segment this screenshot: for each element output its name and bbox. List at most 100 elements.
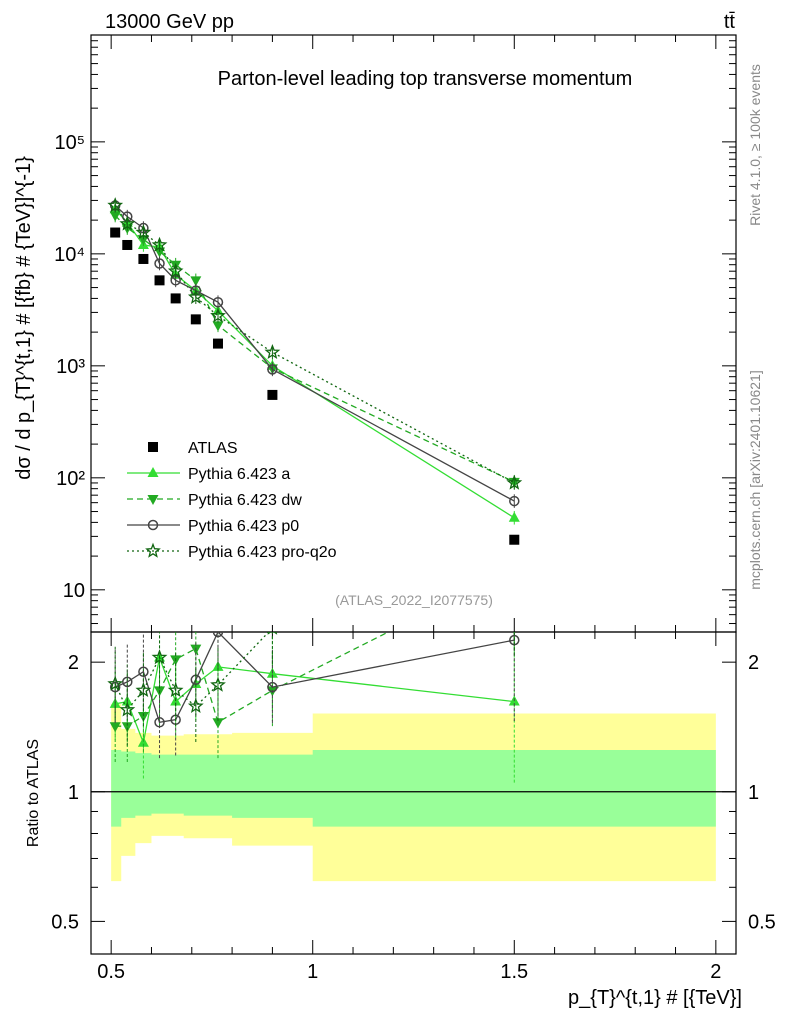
ratio-point [508, 568, 520, 580]
ratio-series-group [107, 565, 520, 784]
legend-entry: Pythia 6.423 p0 [127, 518, 299, 535]
x-tick-label: 1 [307, 961, 318, 983]
data-point [508, 511, 520, 522]
main-series-group [107, 197, 523, 545]
legend-label: ATLAS [188, 440, 238, 457]
series-line [114, 205, 515, 484]
data-point [154, 258, 165, 269]
x-tick-label: 2 [710, 961, 721, 983]
data-point [267, 389, 278, 400]
x-axis-label: p_{T}^{t,1} # [{TeV}] [568, 987, 742, 1009]
ratio-point [212, 718, 224, 729]
legend-marker [145, 542, 161, 558]
ratio-y-tick-label: 2 [68, 652, 79, 674]
data-point [151, 236, 168, 252]
ratio-series-pythia-6-423-pro-q2o [107, 568, 520, 748]
ratio-line [114, 632, 270, 712]
ratio-point [121, 722, 133, 733]
ratio-y-tick-label-right: 1 [748, 782, 759, 804]
data-point [119, 215, 136, 231]
series-line [114, 215, 515, 483]
main-y-tick-label: 10² [56, 468, 85, 490]
main-y-tick-label: 10⁴ [54, 244, 85, 266]
ratio-point [210, 676, 226, 692]
mcplots-label: mcplots.cern.ch [arXiv:2401.10621] [747, 370, 763, 589]
series-pythia-6-423-pro-q2o [107, 197, 523, 490]
main-y-tick-label: 10³ [56, 356, 85, 378]
chart-title: Parton-level leading top transverse mome… [218, 68, 633, 90]
ratio-point [509, 565, 520, 575]
data-point [167, 262, 184, 278]
data-point [138, 253, 149, 264]
legend-marker [148, 442, 158, 452]
ratio-point [267, 681, 278, 693]
data-point [212, 296, 224, 308]
series-pythia-6-423-a [109, 202, 520, 525]
data-point [190, 276, 202, 287]
watermark-label: (ATLAS_2022_I2077575) [335, 592, 493, 608]
ratio-point [154, 717, 165, 728]
main-axes: 10 10² 10³ 10⁴ 10⁵ [54, 34, 736, 954]
data-point [506, 474, 523, 490]
legend-marker [147, 467, 159, 477]
main-panel-frame [90, 34, 737, 633]
ratio-bands [91, 703, 736, 882]
x-tick-label: 1.5 [500, 961, 528, 983]
series-line [114, 208, 515, 519]
process-label: tt̄ [724, 11, 736, 33]
data-point [212, 321, 224, 332]
ratio-y-tick-label: 0.5 [51, 911, 79, 933]
data-point [212, 338, 223, 349]
data-point [107, 197, 124, 213]
ratio-point [151, 649, 168, 665]
ratio-point [107, 675, 124, 691]
energy-label: 13000 GeV pp [105, 11, 234, 33]
ratio-point [167, 682, 184, 698]
data-point [110, 227, 121, 238]
series-pythia-6-423-dw [109, 208, 520, 489]
legend: ATLAS Pythia 6.423 a Pythia 6.423 dw Pythia… [127, 440, 337, 561]
ratio-line [114, 632, 515, 724]
legend-marker [147, 519, 159, 531]
data-point [170, 293, 181, 304]
data-point [267, 364, 278, 375]
data-point [264, 343, 281, 360]
legend-label: Pythia 6.423 dw [188, 492, 302, 509]
legend-label: Pythia 6.423 a [188, 466, 290, 483]
data-point [154, 275, 165, 286]
ratio-point [212, 632, 224, 638]
data-point [135, 224, 152, 240]
series-line [114, 205, 515, 502]
data-point [509, 534, 520, 545]
legend-entry: ATLAS [148, 440, 238, 457]
legend-label: Pythia 6.423 p0 [188, 518, 299, 535]
ratio-panel-frame [90, 631, 737, 955]
legend-entry: Pythia 6.423 dw [127, 492, 302, 509]
ratio-axes: 0.5 0.5 1 1 2 2 0.5 1 1.5 2 [51, 652, 776, 983]
ratio-point [135, 682, 152, 698]
ratio-y-tick-label-right: 0.5 [748, 911, 776, 933]
ratio-y-label: Ratio to ATLAS [25, 739, 42, 847]
ratio-point [109, 722, 121, 733]
legend-entry: Pythia 6.423 a [127, 466, 290, 483]
series-atlas [110, 227, 520, 545]
ratio-point [122, 676, 133, 688]
ratio-point [119, 701, 136, 717]
data-point [122, 239, 133, 250]
data-point [509, 495, 520, 507]
data-point [190, 314, 201, 325]
ratio-point [137, 711, 149, 722]
rivet-version-label: Rivet 4.1.0, ≥ 100k events [747, 64, 763, 226]
data-point [187, 288, 204, 304]
ratio-y-tick-label: 1 [68, 782, 79, 804]
series-pythia-6-423-p0 [109, 198, 520, 508]
ratio-point [138, 666, 149, 677]
legend-label: Pythia 6.423 pro-q2o [188, 544, 337, 561]
legend-marker [147, 495, 159, 505]
main-y-label: dσ / d p_{T}^{t,1} # [{fb} # {TeV}]^{-1} [13, 156, 35, 480]
x-tick-label: 0.5 [97, 961, 125, 983]
main-y-tick-label: 10 [63, 580, 85, 602]
main-y-tick-label: 10⁵ [54, 132, 85, 154]
